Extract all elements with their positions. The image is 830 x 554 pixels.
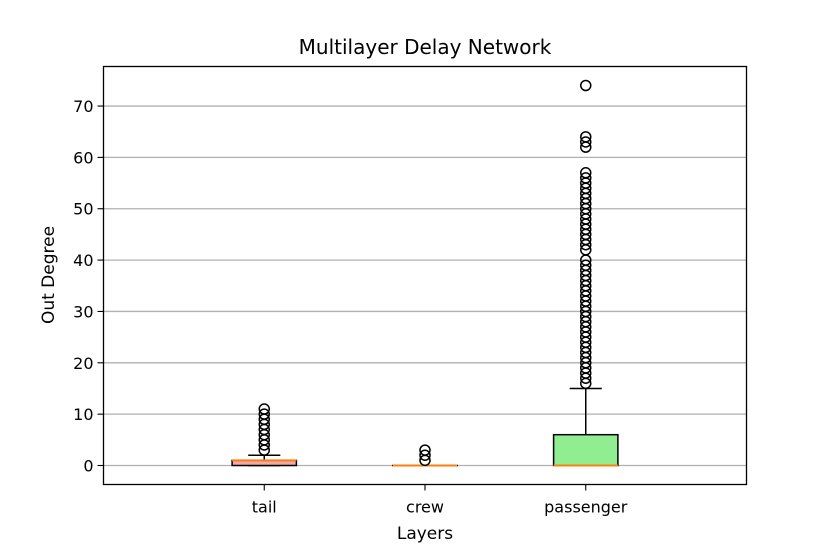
iqr-box (552, 433, 619, 467)
outlier-point (580, 131, 592, 143)
plot-frame (102, 65, 748, 486)
y-axis-label: Out Degree (39, 226, 59, 324)
chart-title: Multilayer Delay Network (299, 35, 552, 59)
outlier-point (419, 449, 431, 461)
y-tick-label: 20 (73, 354, 93, 373)
outlier-point (419, 444, 431, 456)
outlier-point (580, 172, 592, 184)
grid-lines (103, 105, 747, 467)
outlier-point (580, 167, 592, 179)
y-axis-ticks: 0 10 20 30 40 50 60 70 (73, 97, 104, 476)
y-tick-label: 40 (73, 251, 93, 270)
y-tick-label: 60 (73, 148, 93, 167)
y-tick-label: 10 (73, 405, 93, 424)
boxes (231, 79, 619, 467)
box-crew (392, 444, 458, 467)
y-tick-label: 70 (73, 97, 93, 116)
outlier-point (580, 136, 592, 148)
x-tick-label: crew (406, 498, 444, 517)
y-tick-label: 30 (73, 302, 93, 321)
y-tick-label: 0 (83, 457, 93, 476)
x-axis-ticks: tail crew passenger (252, 484, 628, 517)
outlier-point (580, 259, 592, 271)
x-tick-label: passenger (544, 498, 628, 517)
box-passenger (552, 79, 619, 467)
x-tick-label: tail (252, 498, 277, 517)
outlier-point (258, 408, 270, 420)
outlier-point (580, 79, 592, 92)
x-axis-label: Layers (397, 524, 453, 544)
y-tick-label: 50 (73, 200, 93, 219)
box-tail (231, 403, 298, 467)
outlier-point (258, 403, 270, 415)
